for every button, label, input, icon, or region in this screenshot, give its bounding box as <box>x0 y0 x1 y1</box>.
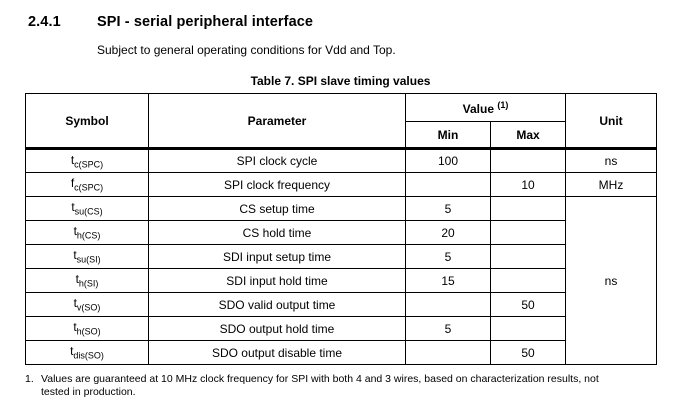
unit-cell: MHz <box>565 172 658 197</box>
symbol-subscript: h(SI) <box>78 278 99 289</box>
parameter-cell: SDI input setup time <box>148 244 406 269</box>
col-header-unit: Unit <box>565 93 658 150</box>
section-heading: 2.4.1 SPI - serial peripheral interface <box>28 14 682 30</box>
max-cell <box>489 268 567 293</box>
parameter-cell: CS setup time <box>148 196 406 221</box>
footnote-number: 1. <box>25 373 34 385</box>
col-header-symbol: Symbol <box>25 93 149 150</box>
parameter-cell: SDO output hold time <box>148 316 406 341</box>
unit-cell: ns <box>565 148 658 173</box>
spi-timing-table: Symbol Parameter Value (1) Unit Min Max … <box>25 93 658 365</box>
min-cell: 5 <box>405 244 491 269</box>
max-cell <box>489 148 567 173</box>
symbol-cell: tc(SPC) <box>25 148 149 173</box>
symbol-subscript: v(SO) <box>76 302 101 313</box>
symbol-cell: tsu(CS) <box>25 196 149 221</box>
unit-cell-merged: ns <box>565 196 658 365</box>
min-cell: 5 <box>405 196 491 221</box>
table-row: th(SO) SDO output hold time 5 <box>25 316 657 341</box>
table-row: tv(SO) SDO valid output time 50 <box>25 292 657 317</box>
table-row: tc(SPC) SPI clock cycle 100 ns <box>25 148 658 173</box>
value-footnote-ref: (1) <box>497 99 509 110</box>
col-header-parameter: Parameter <box>148 93 406 150</box>
symbol-base: f <box>70 176 75 191</box>
footnote-text: Values are guaranteed at 10 MHz clock fr… <box>41 373 599 398</box>
symbol-base: t <box>70 344 74 359</box>
symbol-cell: th(CS) <box>25 220 149 245</box>
symbol-cell: tsu(SI) <box>25 244 149 269</box>
symbol-subscript: su(SI) <box>76 254 101 265</box>
symbol-base: t <box>70 152 75 167</box>
min-cell <box>405 172 491 197</box>
max-cell <box>489 244 567 269</box>
section-title: SPI - serial peripheral interface <box>97 14 314 30</box>
parameter-cell: SDO valid output time <box>148 292 406 317</box>
min-cell: 5 <box>405 316 491 341</box>
symbol-cell: tv(SO) <box>25 292 149 317</box>
symbol-subscript: dis(SO) <box>73 350 104 361</box>
header-row-1: Symbol Parameter Value (1) Unit <box>25 93 658 150</box>
min-cell <box>405 292 491 317</box>
symbol-cell: th(SO) <box>25 316 149 341</box>
min-cell <box>405 340 491 365</box>
header-row-2: Min Max <box>26 121 657 150</box>
symbol-base: t <box>73 224 77 239</box>
table-row: tsu(SI) SDI input setup time 5 <box>25 244 657 269</box>
col-header-value: Value (1) <box>404 93 567 122</box>
table-row: fc(SPC) SPI clock frequency 10 MHz <box>25 172 658 197</box>
symbol-subscript: su(CS) <box>74 206 103 217</box>
symbol-base: t <box>73 296 77 311</box>
min-cell: 15 <box>405 268 491 293</box>
max-cell <box>489 196 567 221</box>
table-row: tdis(SO) SDO output disable time 50 <box>25 340 657 365</box>
parameter-cell: SPI clock frequency <box>148 172 406 197</box>
parameter-cell: SDI input hold time <box>148 268 406 293</box>
symbol-subscript: c(SPC) <box>74 182 104 193</box>
col-header-min: Min <box>405 121 491 150</box>
symbol-subscript: c(SPC) <box>74 159 104 170</box>
symbol-cell: tdis(SO) <box>25 340 149 365</box>
parameter-cell: SDO output disable time <box>148 340 406 365</box>
table-caption: Table 7. SPI slave timing values <box>250 74 431 88</box>
symbol-base: t <box>73 320 77 335</box>
min-cell: 20 <box>405 220 491 245</box>
table-row: tsu(CS) CS setup time 5 ns <box>25 196 658 365</box>
symbol-subscript: h(SO) <box>76 326 101 337</box>
value-label: Value <box>462 101 495 116</box>
parameter-cell: SPI clock cycle <box>148 148 406 173</box>
footnote: 1. Values are guaranteed at 10 MHz clock… <box>25 373 682 398</box>
max-cell <box>489 220 567 245</box>
parameter-cell: CS hold time <box>148 220 406 245</box>
symbol-subscript: h(CS) <box>76 230 101 241</box>
intro-text: Subject to general operating conditions … <box>97 43 396 57</box>
section-number: 2.4.1 <box>28 14 61 30</box>
table-row: th(SI) SDI input hold time 15 <box>25 268 657 293</box>
min-cell: 100 <box>405 148 491 173</box>
symbol-base: t <box>73 248 77 263</box>
max-cell: 10 <box>489 172 567 197</box>
max-cell: 50 <box>489 292 567 317</box>
symbol-cell: th(SI) <box>25 268 149 293</box>
symbol-base: t <box>71 200 75 215</box>
symbol-cell: fc(SPC) <box>25 172 149 197</box>
table-row: th(CS) CS hold time 20 <box>25 220 657 245</box>
max-cell <box>489 316 567 341</box>
col-header-max: Max <box>489 121 567 150</box>
symbol-base: t <box>75 272 79 287</box>
max-cell: 50 <box>489 340 567 365</box>
